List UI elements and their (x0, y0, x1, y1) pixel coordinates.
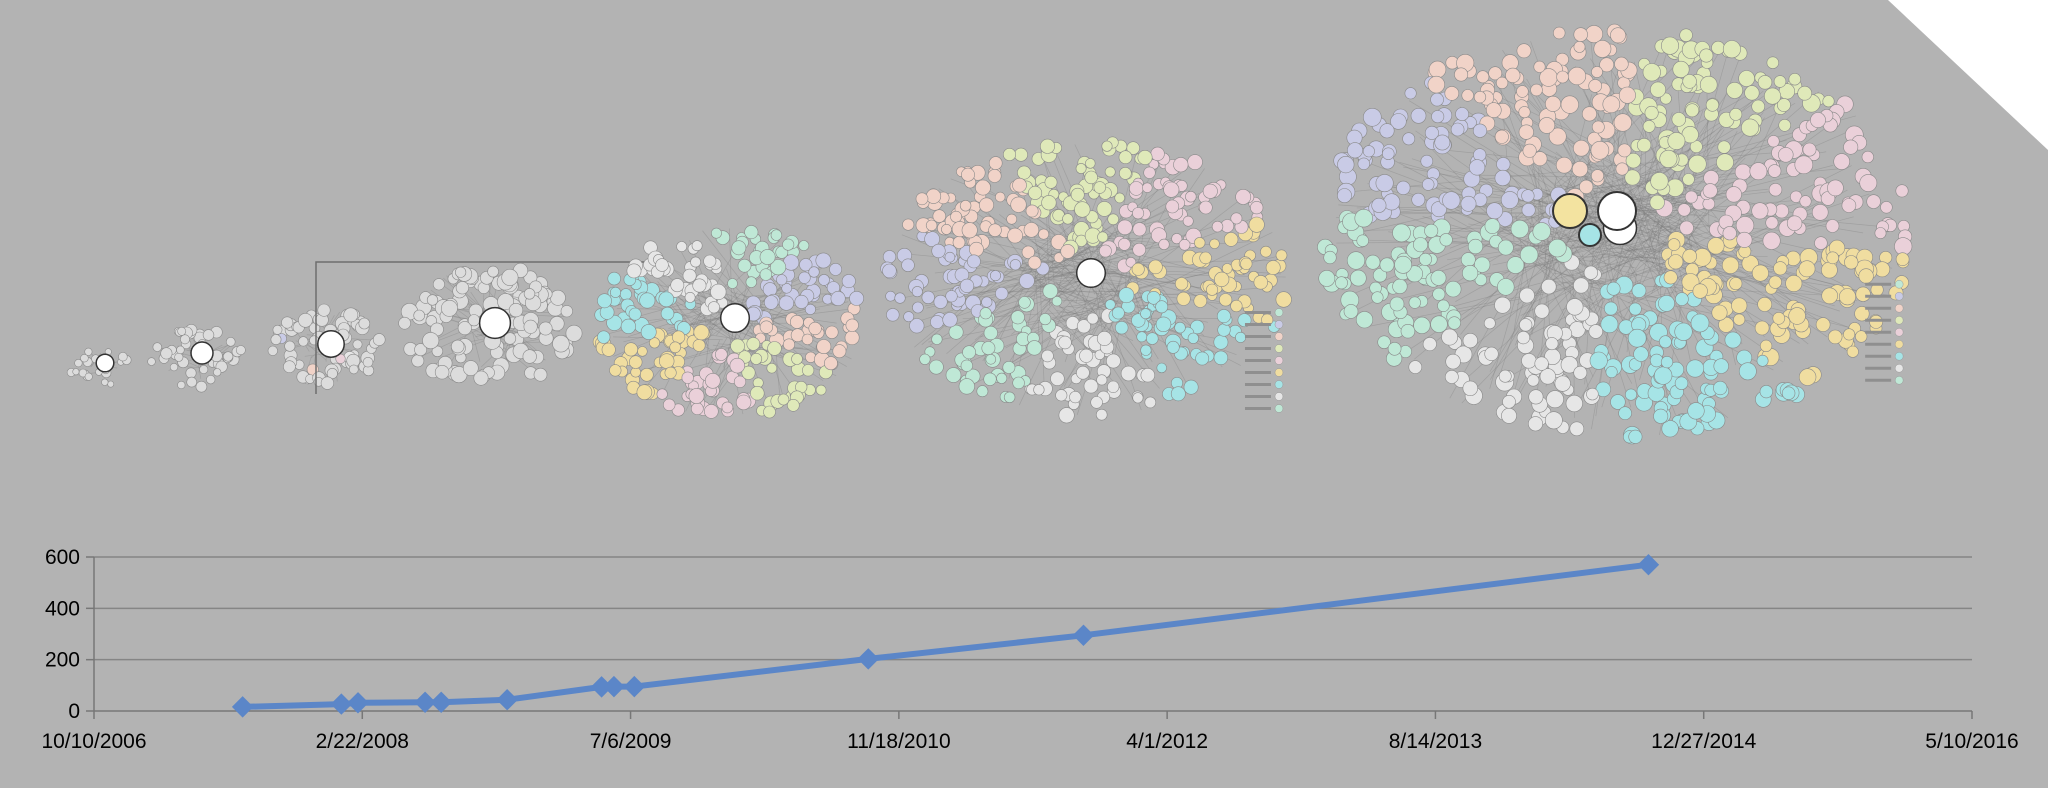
network-cloud (66, 347, 132, 388)
x-tick-label: 4/1/2012 (1126, 730, 1208, 753)
network-cloud (1317, 23, 1913, 445)
network-cloud (315, 261, 664, 394)
data-point-marker (414, 691, 436, 713)
x-tick-label: 10/10/2006 (41, 730, 146, 753)
network-cloud (880, 136, 1292, 424)
data-point-marker (1072, 624, 1095, 646)
data-point-marker (1637, 553, 1660, 576)
x-tick-label: 11/18/2010 (847, 730, 951, 753)
y-tick-labels: 0 200 400 600 (45, 546, 80, 723)
x-tick-label: 7/6/2009 (590, 730, 672, 753)
network-cloud (267, 303, 386, 390)
y-tick-label: 600 (45, 546, 80, 569)
y-tick-label: 0 (68, 700, 80, 723)
x-tick-label: 12/27/2014 (1651, 730, 1756, 753)
growth-line-chart: 10/10/2006 2/22/2008 7/6/2009 11/18/2010 4/1… (41, 546, 2018, 753)
x-tick-label: 2/22/2008 (316, 730, 409, 753)
series-line (242, 561, 1649, 710)
data-point-marker (430, 691, 452, 713)
data-point-marker (857, 648, 879, 670)
data-point-marker (231, 696, 254, 718)
data-point-marker (623, 675, 646, 698)
network-cloud (592, 225, 864, 419)
series-markers (231, 553, 1660, 718)
data-point-marker (603, 675, 625, 698)
x-tick-labels: 10/10/2006 2/22/2008 7/6/2009 11/18/2010 4/1… (41, 730, 2018, 753)
axes (86, 556, 1973, 719)
x-tick-label: 8/14/2013 (1389, 730, 1482, 753)
data-point-marker (330, 693, 353, 715)
y-tick-label: 400 (45, 597, 80, 620)
network-snapshots (66, 23, 1913, 445)
data-point-marker (496, 688, 518, 711)
network-cloud (147, 323, 246, 393)
data-point-marker (347, 692, 369, 714)
y-gridlines (94, 556, 1972, 661)
x-tick-label: 5/10/2016 (1925, 730, 2018, 753)
y-tick-label: 200 (45, 649, 80, 672)
